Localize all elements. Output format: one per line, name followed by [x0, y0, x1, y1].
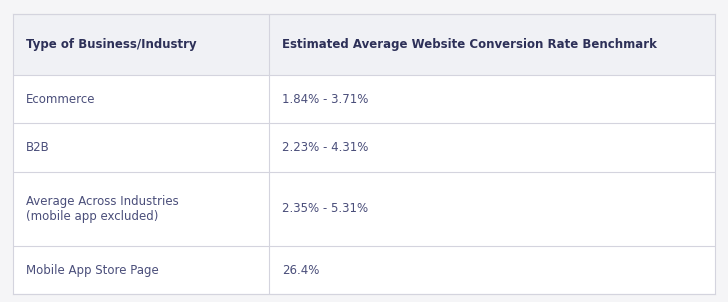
Text: Ecommerce: Ecommerce: [26, 93, 95, 106]
Text: Estimated Average Website Conversion Rate Benchmark: Estimated Average Website Conversion Rat…: [282, 38, 657, 51]
Text: B2B: B2B: [26, 141, 50, 154]
Bar: [13, 124, 715, 172]
Text: Average Across Industries
(mobile app excluded): Average Across Industries (mobile app ex…: [26, 195, 179, 223]
Text: 1.84% - 3.71%: 1.84% - 3.71%: [282, 93, 369, 106]
Text: 2.35% - 5.31%: 2.35% - 5.31%: [282, 202, 368, 215]
Text: 2.23% - 4.31%: 2.23% - 4.31%: [282, 141, 369, 154]
Text: Type of Business/Industry: Type of Business/Industry: [26, 38, 197, 51]
Bar: [13, 172, 715, 246]
Text: 26.4%: 26.4%: [282, 264, 320, 277]
Bar: [13, 14, 715, 75]
Bar: [13, 246, 715, 294]
Bar: [13, 75, 715, 124]
Text: Mobile App Store Page: Mobile App Store Page: [26, 264, 159, 277]
